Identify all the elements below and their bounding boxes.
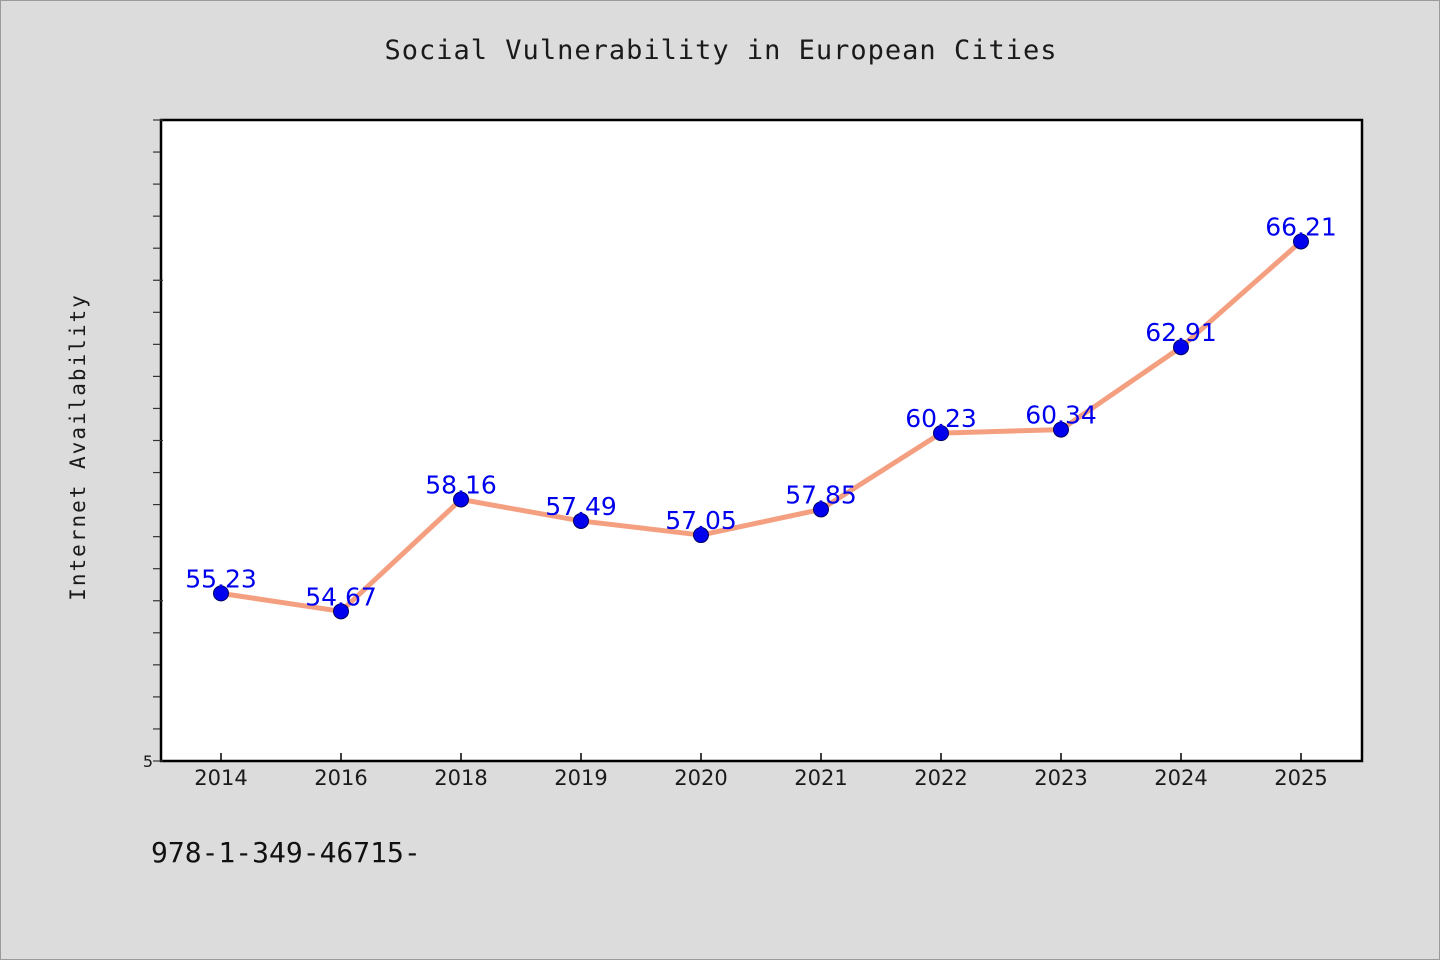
- data-point: [813, 501, 829, 518]
- data-label: 57.85: [785, 480, 857, 509]
- x-tick-label: 2021: [794, 766, 847, 790]
- data-point: [573, 512, 589, 529]
- data-label: 60.34: [1025, 401, 1097, 430]
- data-label: 60.23: [905, 404, 977, 433]
- plot-frame: [159, 118, 1364, 763]
- data-point: [333, 603, 349, 620]
- data-point: [1293, 233, 1309, 250]
- data-label: 54.67: [305, 582, 377, 611]
- data-label: 55.23: [185, 564, 257, 593]
- series-line: [218, 238, 1304, 614]
- x-tick-label: 2022: [914, 766, 967, 790]
- data-point: [213, 585, 229, 602]
- data-label: 62.91: [1145, 318, 1217, 347]
- x-tick-label: 2014: [194, 766, 247, 790]
- data-point: [693, 527, 709, 544]
- x-tick-label: 2024: [1154, 766, 1207, 790]
- y-axis-ticks: 5: [143, 119, 163, 771]
- data-point: [1173, 339, 1189, 356]
- x-tick-label: 2016: [314, 766, 367, 790]
- x-axis-ticks: 2014 2016 2018 2019 2020 2021 2022 2023 2024 2025: [194, 753, 1328, 790]
- x-tick-label: 2020: [674, 766, 727, 790]
- data-label: 58.16: [425, 470, 497, 499]
- data-point: [453, 491, 469, 508]
- series-group: [213, 233, 1309, 620]
- data-label: 57.49: [545, 492, 617, 521]
- data-label: 66.21: [1265, 212, 1337, 241]
- chart-title: Social Vulnerability in European Cities: [384, 35, 1058, 66]
- footer-code: 978-1-349-46715-: [151, 836, 421, 869]
- data-point: [933, 425, 949, 442]
- x-tick-label: 2025: [1274, 766, 1327, 790]
- y-tick-label: 5: [143, 752, 153, 771]
- x-tick-label: 2023: [1034, 766, 1087, 790]
- data-label: 57.05: [665, 506, 737, 535]
- data-point: [1053, 421, 1069, 438]
- x-tick-label: 2018: [434, 766, 487, 790]
- x-tick-label: 2019: [554, 766, 607, 790]
- data-labels-group: 55.23 54.67 58.16 57.49 57.05 57.85 60.23 60.34…: [185, 212, 1337, 611]
